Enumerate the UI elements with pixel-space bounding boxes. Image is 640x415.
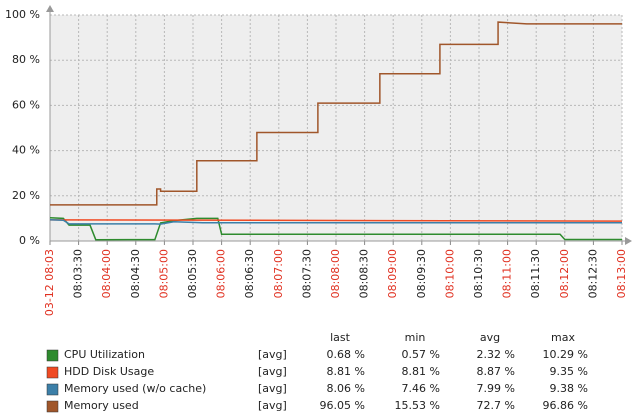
series-line [50,21,622,206]
legend-name: HDD Disk Usage [64,365,154,378]
legend-swatch [46,349,59,362]
legend-column-header: avg [480,331,500,344]
x-tick-label: 08:10:30 [472,249,485,298]
series-line [49,219,623,225]
legend-name: Memory used [64,399,139,412]
y-tick-label: 100 % [5,8,40,21]
x-tick-label: 08:09:00 [386,249,399,298]
series-line [49,219,623,222]
legend-value: 8.06 % [327,382,365,395]
legend-value: 15.53 % [395,399,440,412]
x-tick-label: 08:11:30 [529,249,542,298]
x-tick-label: 08:12:00 [558,249,571,298]
legend-swatch [46,400,59,413]
y-tick-label: 80 % [12,53,40,66]
x-tick-label: 08:12:30 [586,249,599,298]
legend-function: [avg] [258,348,287,361]
x-tick-label: 08:06:30 [243,249,256,298]
y-tick-label: 20 % [12,189,40,202]
legend-value: 2.32 % [477,348,515,361]
legend-function: [avg] [258,365,287,378]
x-tick-label: 08:04:30 [129,249,142,298]
legend-value: 8.81 % [402,365,440,378]
x-tick-label: 08:07:00 [272,249,285,298]
x-tick-label: 08:05:30 [186,249,199,298]
x-tick-label: 08:13:00 [615,249,628,298]
legend-value: 7.99 % [477,382,515,395]
legend-swatch [46,366,59,379]
legend-column-header: last [330,331,351,344]
x-tick-label: 08:10:00 [443,249,456,298]
y-tick-label: 40 % [12,144,40,157]
legend-value: 96.05 % [320,399,365,412]
legend-function: [avg] [258,399,287,412]
legend-name: Memory used (w/o cache) [64,382,206,395]
legend-function: [avg] [258,382,287,395]
legend-value: 8.87 % [477,365,515,378]
legend-column-header: min [405,331,426,344]
x-tick-label: 08:05:00 [157,249,170,298]
x-tick-label: 08:06:00 [215,249,228,298]
legend-value: 7.46 % [402,382,440,395]
x-tick-label: 08:08:30 [358,249,371,298]
x-axis-arrow [625,237,632,245]
legend-value: 0.68 % [327,348,365,361]
y-axis-arrow [46,5,54,12]
y-tick-label: 60 % [12,98,40,111]
legend-value: 9.38 % [550,382,588,395]
x-tick-label: 08:08:00 [329,249,342,298]
x-tick-label: 03-12 08:03 [43,249,56,316]
legend-name: CPU Utilization [64,348,145,361]
legend-value: 8.81 % [327,365,365,378]
x-tick-label: 08:07:30 [300,249,313,298]
x-tick-label: 08:03:30 [72,249,85,298]
legend-value: 9.35 % [550,365,588,378]
legend-value: 0.57 % [402,348,440,361]
legend-value: 96.86 % [543,399,588,412]
legend-value: 10.29 % [543,348,588,361]
legend-column-header: max [551,331,575,344]
x-tick-label: 08:04:00 [100,249,113,298]
x-tick-label: 08:11:00 [501,249,514,298]
legend-value: 72.7 % [477,399,515,412]
y-tick-label: 0 % [19,234,40,247]
x-tick-label: 08:09:30 [415,249,428,298]
legend-swatch [46,383,59,396]
series-line [49,216,622,241]
